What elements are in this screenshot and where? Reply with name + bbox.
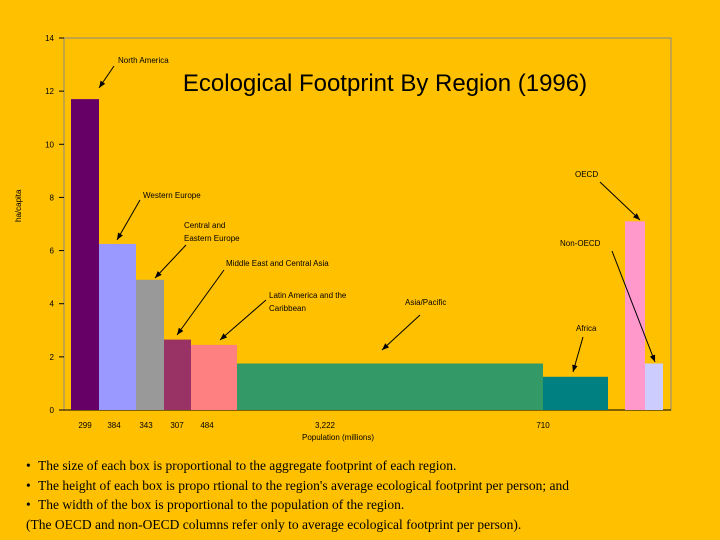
annotation-layer: North America Western Europe Central and Ea…	[98, 56, 656, 373]
x-tick-label: 299	[78, 421, 92, 430]
arrow-icon	[219, 299, 267, 341]
bullet-icon: •	[26, 497, 31, 512]
bullet-icon: •	[26, 477, 31, 493]
bar	[164, 339, 191, 410]
x-tick-label: 484	[200, 421, 214, 430]
y-tick-label: 4	[50, 300, 55, 309]
note-text: The height of each box is propo rtional …	[38, 477, 570, 493]
bar	[136, 279, 164, 410]
region-label: OECD	[575, 170, 598, 179]
note-text: The width of the box is proportional to …	[38, 497, 405, 512]
notes: • The size of each box is proportional to…	[26, 456, 716, 534]
region-label: Middle East and Central Asia	[226, 259, 329, 268]
x-tick-label: 307	[170, 421, 184, 430]
x-tick-label: 710	[536, 421, 550, 430]
bar	[543, 376, 608, 410]
arrow-icon	[116, 199, 141, 241]
bar	[645, 363, 663, 410]
y-tick-label: 14	[45, 34, 54, 43]
arrow-icon	[98, 65, 115, 89]
arrow-icon	[599, 181, 641, 221]
arrow-icon	[381, 314, 421, 351]
arrow-icon	[572, 336, 584, 373]
y-tick-label: 2	[50, 353, 55, 362]
bar	[625, 221, 645, 410]
x-tick-label: 343	[139, 421, 153, 430]
arrow-icon	[154, 244, 187, 279]
region-label: Caribbean	[269, 304, 306, 313]
region-label: Africa	[576, 324, 597, 333]
x-tick-label: 3,222	[315, 421, 336, 430]
bar	[99, 243, 136, 410]
region-label: Asia/Pacific	[405, 298, 446, 307]
note-text: The size of each box is proportional to …	[38, 458, 457, 473]
y-tick-label: 10	[45, 140, 54, 149]
bullet-icon: •	[26, 458, 31, 473]
chart-title: Ecological Footprint By Region (1996)	[182, 70, 588, 97]
note-line: • The height of each box is propo rtional…	[26, 476, 716, 496]
bar	[237, 363, 543, 410]
y-tick-label: 8	[50, 193, 55, 202]
region-label: Latin America and the	[269, 291, 347, 300]
arrow-icon	[176, 269, 225, 336]
note-text: (The OECD and non-OECD columns refer onl…	[26, 516, 522, 532]
note-line: • The size of each box is proportional to…	[26, 456, 716, 476]
note-line: (The OECD and non-OECD columns refer onl…	[26, 515, 716, 535]
x-tick-label: 384	[107, 421, 121, 430]
y-tick-label: 0	[50, 406, 55, 415]
y-tick-label: 12	[45, 87, 54, 96]
region-label: Western Europe	[143, 191, 201, 200]
region-label: Eastern Europe	[184, 234, 240, 243]
region-label: North America	[118, 56, 169, 65]
note-line: • The width of the box is proportional to…	[26, 495, 716, 515]
x-axis-title: Population (millions)	[302, 433, 374, 442]
region-label: Non-OECD	[560, 239, 601, 248]
bar	[191, 344, 237, 410]
y-tick-label: 6	[50, 247, 55, 256]
bar	[71, 99, 99, 410]
region-label: Central and	[184, 221, 225, 230]
arrow-icon	[611, 250, 656, 363]
bars-layer	[71, 99, 663, 410]
y-axis-label: ha/capita	[14, 189, 23, 222]
